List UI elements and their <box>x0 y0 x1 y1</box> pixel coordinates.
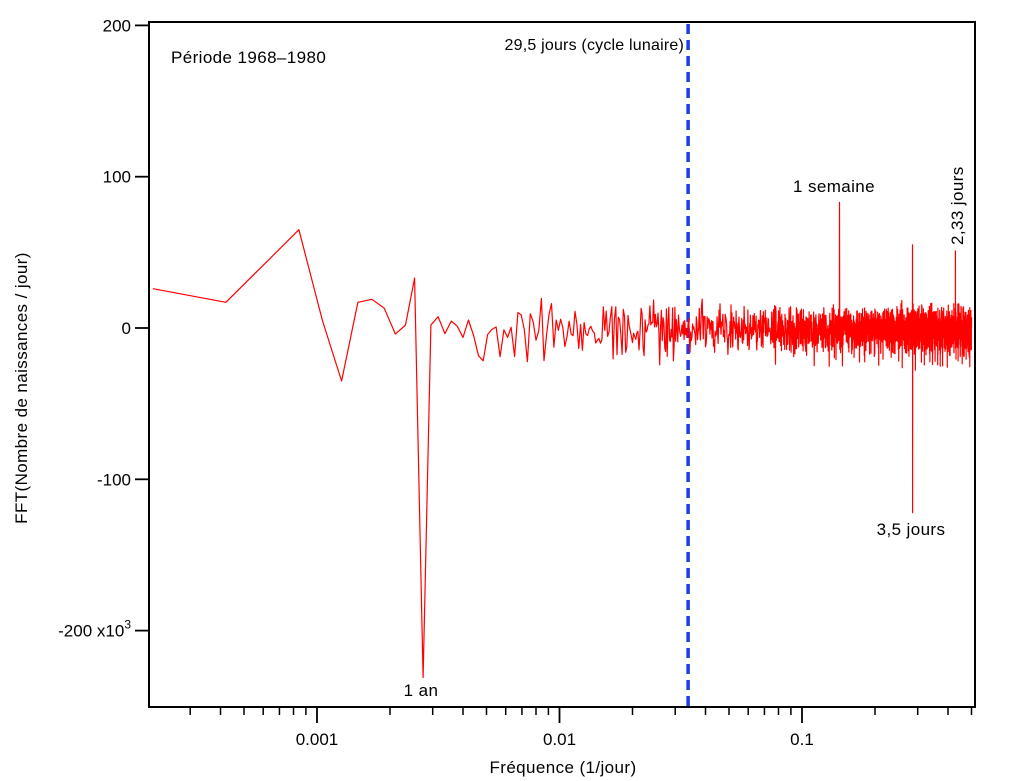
plot-frame <box>148 21 976 708</box>
y-tick-label: 200 <box>103 16 131 35</box>
y-tick-label: 0 <box>122 319 131 338</box>
days-2-33-peak-label: 2,33 jours <box>948 166 967 245</box>
lunar-cycle-label: 29,5 jours (cycle lunaire) <box>505 37 685 54</box>
x-tick-label: 0.1 <box>790 730 814 749</box>
fft-series-line <box>152 201 973 679</box>
y-axis-ticks: 200 100 0 -100 -200 x103 <box>58 16 149 641</box>
one-year-peak-label: 1 an <box>404 681 439 700</box>
x-tick-label: 0.001 <box>296 730 339 749</box>
days-3-5-peak-label: 3,5 jours <box>877 520 946 539</box>
period-annotation: Période 1968–1980 <box>171 48 326 67</box>
y-tick-label: -100 <box>97 470 131 489</box>
y-tick-label: -200 x103 <box>58 618 131 641</box>
x-axis-ticks: 0.001 0.01 0.1 <box>189 707 973 749</box>
x-axis-title: Fréquence (1/jour) <box>489 758 636 777</box>
y-tick-label: 100 <box>103 168 131 187</box>
x-tick-label: 0.01 <box>543 730 576 749</box>
y-axis-title: FFT(Nombre de naissances / jour) <box>12 252 31 524</box>
one-week-peak-label: 1 semaine <box>793 177 875 196</box>
